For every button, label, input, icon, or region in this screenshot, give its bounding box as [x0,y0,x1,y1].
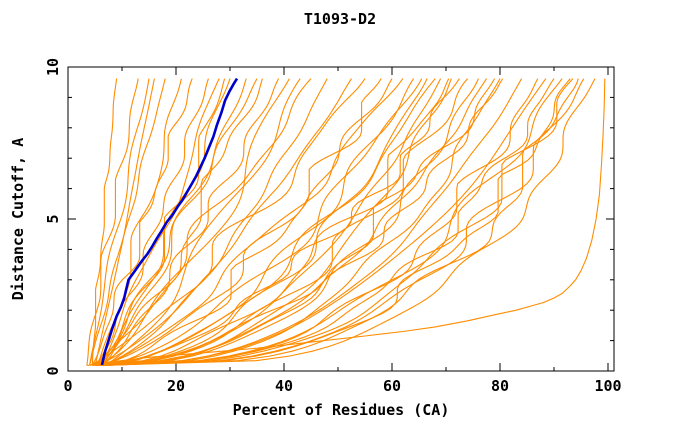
svg-text:0: 0 [44,366,62,375]
model-curves [86,78,596,367]
svg-text:40: 40 [275,377,293,395]
svg-text:80: 80 [491,377,509,395]
x-tick-labels: 0 20 40 60 80 100 [63,377,621,395]
svg-text:0: 0 [63,377,72,395]
tick-marks [67,66,614,372]
chart-title: T1093-D2 [303,10,377,28]
svg-text:100: 100 [594,377,621,395]
svg-text:10: 10 [44,58,62,76]
svg-text:60: 60 [383,377,401,395]
outlier-curve [86,78,606,367]
highlight-curve [100,77,239,366]
svg-text:20: 20 [167,377,185,395]
y-tick-labels: 0 5 10 [44,58,62,376]
svg-text:5: 5 [44,214,62,223]
x-axis-label: Percent of Residues (CA) [232,401,450,419]
